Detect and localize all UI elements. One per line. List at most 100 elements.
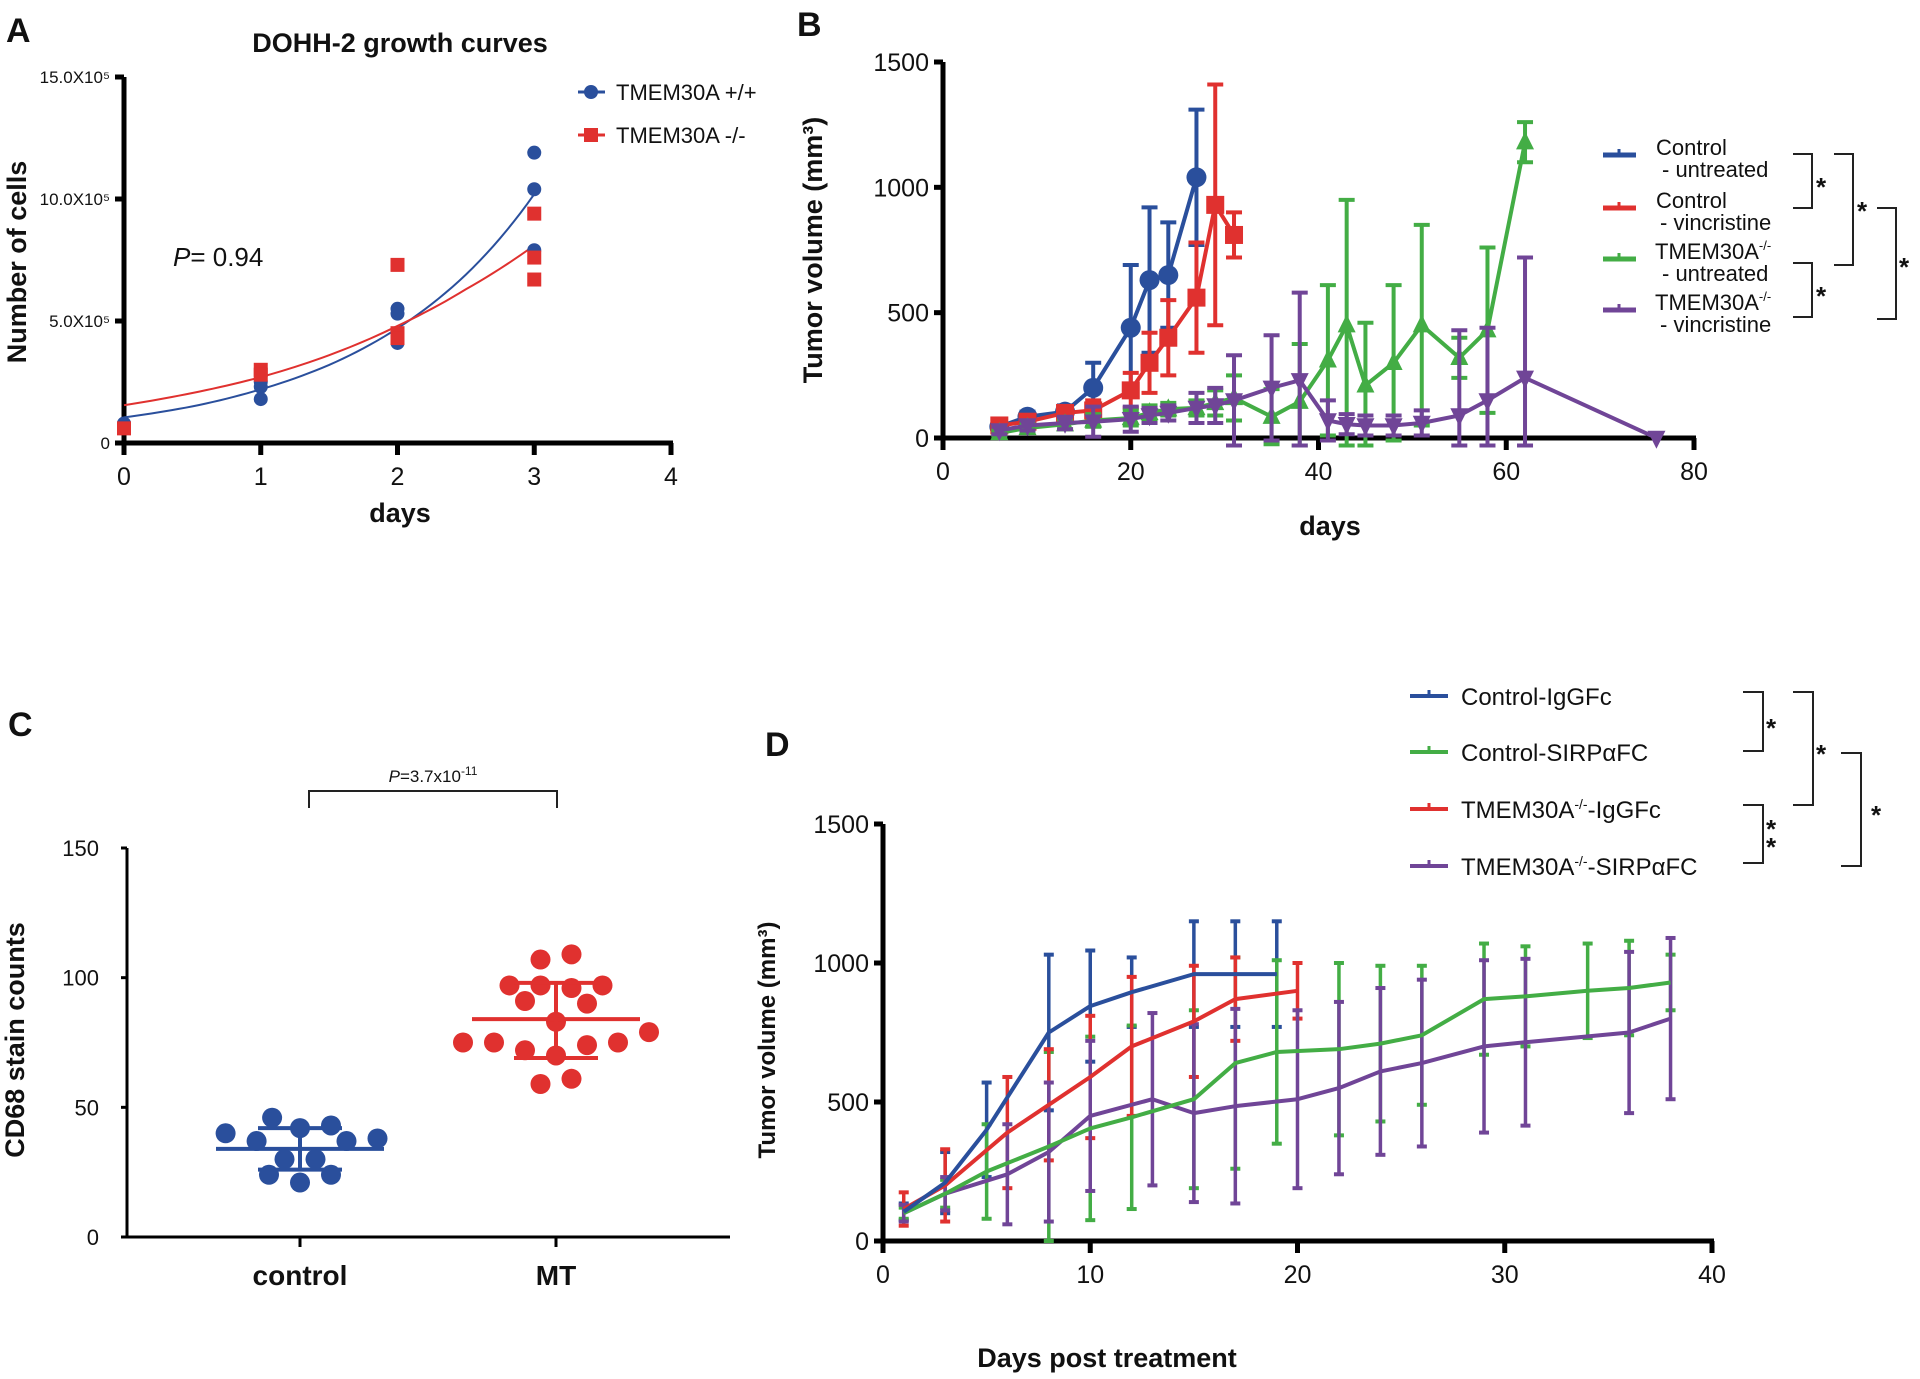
- series-b-1: [990, 82, 1244, 435]
- legend-label-b-0-line1: Control: [1656, 135, 1727, 160]
- legend-label-d-2-name: TMEM30A: [1461, 797, 1574, 824]
- data-points-c: [215, 944, 659, 1193]
- y-axis-title-c: CD68 stain counts: [0, 922, 30, 1158]
- legend-item-d-2: TMEM30A-/--IgGFc: [1410, 796, 1661, 824]
- significance-bracket-d-3: [1841, 752, 1862, 867]
- significance-mark-d-1: *: [1816, 739, 1827, 769]
- data-point: [530, 1073, 551, 1094]
- legend-item-d-3: TMEM30A-/--SIRPαFC: [1410, 853, 1697, 881]
- data-point: [1450, 408, 1469, 427]
- y-tick-label: 15.0X10⁵: [40, 68, 110, 87]
- significance-mark-b-2: *: [1857, 196, 1868, 226]
- legend-label-b-3-line1: TMEM30A-/-: [1655, 289, 1771, 315]
- x-axis-title-d: Days post treatment: [977, 1343, 1237, 1373]
- legend-label-b-3-name: TMEM30A: [1655, 290, 1759, 315]
- series-b-0: [989, 107, 1207, 437]
- panel-label-d: D: [765, 726, 790, 764]
- data-point: [390, 331, 405, 346]
- x-tick-label: 80: [1680, 458, 1708, 486]
- legend-item-d-1: Control-SIRPαFC: [1410, 740, 1648, 767]
- data-point: [561, 944, 582, 965]
- data-point: [1120, 317, 1141, 338]
- data-point: [305, 1149, 326, 1170]
- x-tick-label: 20: [1284, 1261, 1312, 1289]
- significance-bracket-b-1: [1793, 262, 1813, 318]
- legend-item-d-0: Control-IgGFc: [1410, 684, 1612, 711]
- x-tick-label: 40: [1698, 1261, 1726, 1289]
- data-point: [1318, 349, 1337, 368]
- y-axis-title-d: Tumor volume (mm³): [754, 922, 781, 1159]
- series-line-d-3: [902, 1016, 1672, 1216]
- x-tick-label: 2: [391, 463, 405, 491]
- legend-label-d-2-rest: -IgGFc: [1588, 797, 1661, 824]
- axes-a: 0 5.0X10⁵ 10.0X10⁵ 15.0X10⁵ 0 1 2 3 4: [40, 68, 678, 491]
- data-point: [1356, 418, 1375, 437]
- series-b: [989, 82, 1666, 449]
- legend-label-d-3: TMEM30A-/--SIRPαFC: [1461, 853, 1697, 881]
- y-tick-label: 150: [62, 836, 99, 861]
- p-italic-c: P: [389, 767, 401, 786]
- data-point: [1159, 328, 1178, 347]
- data-point: [253, 379, 268, 394]
- x-axis-title-a: days: [369, 498, 431, 528]
- y-tick-label: 0: [915, 425, 929, 453]
- y-tick-label: 5.0X10⁵: [49, 312, 110, 331]
- data-point: [484, 1032, 504, 1053]
- x-category-label: MT: [536, 1260, 576, 1291]
- data-point: [274, 1149, 295, 1170]
- data-point: [336, 1131, 357, 1152]
- data-point: [1159, 405, 1178, 424]
- data-point: [1139, 270, 1160, 291]
- legend-item-b-1: Control - vincristine: [1603, 188, 1771, 235]
- legend-label-b-1-line2: - vincristine: [1660, 210, 1771, 235]
- fit-curve-1: [123, 244, 535, 407]
- y-axis-title-a: Number of cells: [2, 161, 32, 364]
- legend-label-b-2-sup: -/-: [1759, 238, 1771, 253]
- legend-label-b-0-line2: - untreated: [1662, 157, 1768, 182]
- data-point: [1140, 353, 1159, 372]
- data-point: [1083, 377, 1104, 398]
- data-point: [321, 1115, 341, 1136]
- data-point: [1225, 225, 1244, 244]
- legend-item-a-1: TMEM30A -/-: [578, 123, 746, 148]
- significance-bracket-d-2: [1743, 804, 1764, 864]
- y-tick-label: 100: [62, 966, 99, 991]
- y-tick-label: 0: [855, 1228, 869, 1256]
- panel-label-b: B: [797, 6, 822, 44]
- significance-mark-d-0: *: [1766, 713, 1777, 743]
- x-tick-label: 10: [1076, 1261, 1104, 1289]
- legend-label-d-3-rest: -SIRPαFC: [1588, 854, 1698, 881]
- fit-curve-0: [123, 193, 536, 419]
- x-tick-label: 40: [1305, 458, 1333, 486]
- data-point: [1356, 374, 1375, 393]
- series-line-d-0: [902, 972, 1277, 1214]
- data-point: [1018, 418, 1037, 437]
- significance-mark-b-1: *: [1816, 281, 1827, 311]
- data-point: [1412, 415, 1431, 434]
- data-point: [1158, 265, 1179, 286]
- y-tick-label: 0: [87, 1225, 99, 1250]
- data-point: [1187, 400, 1206, 419]
- data-point: [390, 306, 405, 321]
- data-point: [1384, 418, 1403, 437]
- data-point: [290, 1172, 310, 1193]
- legend-item-a-0: TMEM30A +/+: [578, 80, 757, 105]
- legend-label-d-2-sup: -/-: [1574, 796, 1588, 812]
- data-point: [530, 975, 551, 996]
- significance-mark-b-3: *: [1899, 252, 1910, 282]
- data-point: [1318, 413, 1337, 432]
- p-rest-a: = 0.94: [190, 242, 263, 272]
- legend-item-b-0: Control - untreated: [1603, 135, 1768, 182]
- significance-mark-d-3: *: [1871, 800, 1882, 830]
- panel-label-c: C: [8, 706, 33, 744]
- data-point: [1056, 415, 1075, 434]
- data-point: [262, 1107, 283, 1128]
- data-point: [527, 182, 542, 197]
- x-tick-label: 1: [254, 463, 268, 491]
- legend-marker-square: [584, 128, 598, 142]
- series-line-d-1: [902, 980, 1671, 1216]
- data-point: [1084, 414, 1103, 433]
- x-axis-title-b: days: [1299, 511, 1361, 541]
- panel-c: C CD68 stain counts P=3.7x10-11 0 50 100 15…: [0, 706, 730, 1291]
